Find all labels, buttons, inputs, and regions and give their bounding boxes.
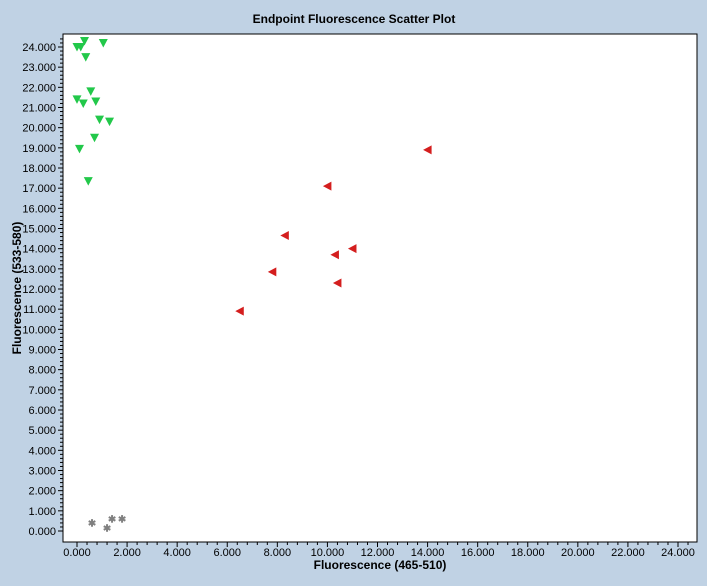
data-point-triangle-down	[78, 99, 88, 108]
data-point-triangle-down	[83, 177, 93, 186]
y-axis: 0.000 1.000 2.000 3.000 4.000 5.000 6.000 7.000…	[22, 38, 63, 538]
y-tick-label: 7.000	[28, 385, 56, 397]
x-tick-label: 4.000	[163, 547, 191, 559]
x-tick-label: 2.000	[113, 547, 141, 559]
y-tick-label: 11.000	[23, 304, 56, 316]
data-point-triangle-down	[95, 115, 105, 125]
y-tick-label: 1.000	[28, 506, 56, 518]
data-point-triangle-down	[80, 36, 90, 46]
x-tick-label: 0.000	[63, 547, 91, 559]
data-point-triangle-down	[72, 95, 82, 104]
y-tick-label: 5.000	[28, 425, 56, 437]
y-tick-label: 9.000	[28, 345, 56, 357]
plot-area	[62, 33, 698, 543]
data-point-triangle-left	[330, 250, 339, 260]
x-tick-label: 16.000	[461, 547, 495, 559]
x-tick-label: 8.000	[264, 547, 292, 559]
data-point-triangle-left	[280, 231, 289, 241]
data-point-triangle-down	[76, 43, 86, 52]
data-point-triangle-down	[91, 97, 101, 106]
x-tick-label: 6.000	[213, 547, 241, 559]
y-tick-label: 16.000	[22, 203, 56, 215]
x-tick-label: 10.000	[311, 547, 345, 559]
y-tick-label: 6.000	[28, 405, 56, 417]
x-tick-label: 24.000	[661, 547, 695, 559]
asterisk-center	[105, 526, 109, 530]
data-point-triangle-down	[75, 144, 85, 154]
data-point-triangle-left	[235, 306, 244, 316]
data-point-asterisk	[108, 515, 116, 523]
y-axis-title: Fluorescence (533-580)	[10, 222, 24, 355]
y-tick-label: 4.000	[28, 445, 56, 457]
x-axis: 0.000 2.000 4.000 6.000 8.000 10.000 12.000 14.…	[63, 542, 695, 559]
y-tick-label: 0.000	[28, 526, 56, 538]
data-point-triangle-down	[90, 133, 100, 143]
x-tick-label: 14.000	[411, 547, 445, 559]
data-point-triangle-down	[86, 87, 96, 96]
x-tick-label: 22.000	[611, 547, 645, 559]
data-point-triangle-left	[322, 181, 332, 191]
data-point-triangle-left	[267, 267, 277, 277]
data-point-triangle-down	[105, 117, 115, 127]
y-tick-label: 10.000	[22, 324, 56, 336]
data-point-triangle-left	[332, 278, 342, 288]
chart-title: Endpoint Fluorescence Scatter Plot	[253, 12, 456, 26]
data-points	[72, 36, 432, 532]
y-tick-label: 3.000	[28, 466, 56, 478]
y-tick-label: 13.000	[22, 264, 56, 276]
data-point-asterisk	[118, 515, 126, 523]
y-tick-label: 21.000	[22, 103, 56, 115]
y-tick-label: 8.000	[28, 365, 56, 377]
asterisk-center	[110, 517, 114, 521]
x-tick-label: 12.000	[361, 547, 395, 559]
y-tick-label: 17.000	[22, 183, 56, 195]
asterisk-center	[90, 521, 94, 525]
x-tick-label: 20.000	[561, 547, 595, 559]
y-tick-label: 22.000	[22, 82, 56, 94]
data-point-triangle-down	[98, 38, 108, 48]
data-point-triangle-down	[81, 53, 91, 62]
y-tick-label: 24.000	[22, 42, 56, 54]
y-tick-label: 2.000	[28, 486, 56, 498]
data-point-asterisk	[88, 519, 96, 527]
y-tick-label: 15.000	[22, 224, 56, 236]
y-tick-label: 20.000	[22, 123, 56, 135]
y-tick-label: 12.000	[22, 284, 56, 296]
y-tick-label: 19.000	[22, 143, 56, 155]
data-point-triangle-left	[423, 145, 432, 155]
y-tick-label: 18.000	[22, 163, 56, 175]
x-tick-label: 18.000	[511, 547, 545, 559]
data-point-triangle-left	[347, 244, 357, 254]
asterisk-center	[120, 517, 124, 521]
y-tick-label: 14.000	[22, 244, 56, 256]
x-axis-title: Fluorescence (465-510)	[314, 558, 447, 572]
data-point-asterisk	[103, 524, 111, 532]
y-tick-label: 23.000	[22, 62, 56, 74]
